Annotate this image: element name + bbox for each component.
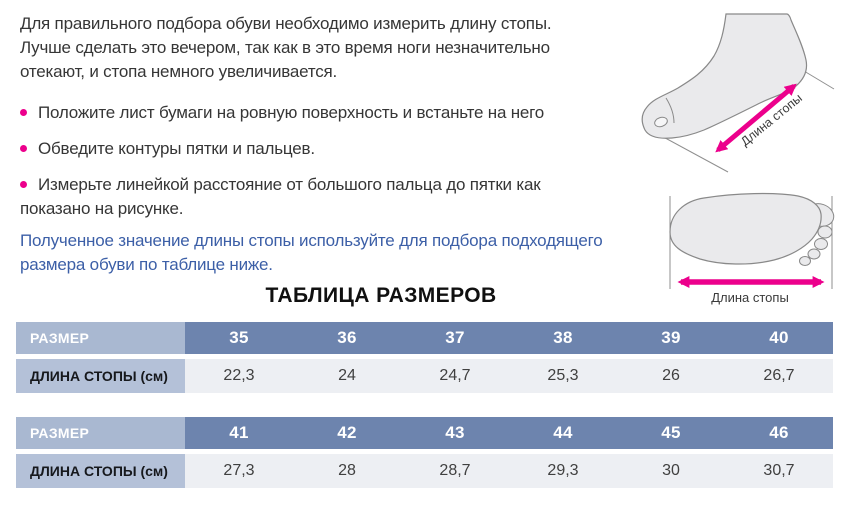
- size-table-41-46: РАЗМЕР 41 42 43 44 45 46 ДЛИНА СТОПЫ (см…: [16, 417, 833, 488]
- instruction-item-3: Измерьте линейкой расстояние от большого…: [20, 173, 632, 221]
- length-cell: 28: [293, 454, 401, 488]
- note-line: Полученное значение длины стопы использу…: [20, 231, 603, 250]
- length-cell: 24: [293, 359, 401, 393]
- foot-sole-illustration: Длина стопы: [640, 182, 851, 307]
- big-toe-cleft: [665, 97, 675, 124]
- length-row-header: ДЛИНА СТОПЫ (см): [16, 454, 185, 488]
- size-cell: 40: [725, 322, 833, 354]
- intro-paragraph: Для правильного подбора обуви необходимо…: [20, 12, 632, 84]
- foot-side-illustration: Длина стопы: [628, 2, 850, 174]
- length-arrow: [715, 83, 797, 153]
- size-cell: 42: [293, 417, 401, 449]
- length-cell: 30: [617, 454, 725, 488]
- size-cell: 35: [185, 322, 293, 354]
- toe: [799, 256, 811, 266]
- length-cell: 24,7: [401, 359, 509, 393]
- length-cell: 29,3: [509, 454, 617, 488]
- toe: [814, 238, 828, 250]
- length-cell: 28,7: [401, 454, 509, 488]
- size-table-title: ТАБЛИЦА РАЗМЕРОВ: [265, 284, 497, 307]
- foot-outline: [641, 13, 808, 139]
- instruction-text: Обведите контуры пятки и пальцев.: [38, 139, 315, 158]
- instruction-item-1: Положите лист бумаги на ровную поверхнос…: [20, 101, 632, 125]
- length-cell: 30,7: [725, 454, 833, 488]
- toenail: [654, 116, 668, 128]
- intro-line: Лучше сделать это вечером, так как в это…: [20, 38, 550, 57]
- size-cell: 37: [401, 322, 509, 354]
- length-cell: 27,3: [185, 454, 293, 488]
- instruction-item-2: Обведите контуры пятки и пальцев.: [20, 137, 632, 161]
- length-cell: 26: [617, 359, 725, 393]
- length-arrow-label: Длина стопы: [711, 290, 789, 305]
- size-cell: 43: [401, 417, 509, 449]
- bullet-icon: [20, 109, 27, 116]
- bullet-icon: [20, 145, 27, 152]
- bullet-icon: [20, 181, 27, 188]
- instructions-column: Для правильного подбора обуви необходимо…: [20, 12, 632, 277]
- size-cell: 39: [617, 322, 725, 354]
- foot-side-image: Длина стопы: [641, 13, 835, 173]
- note-paragraph: Полученное значение длины стопы использу…: [20, 229, 632, 277]
- sole-outline: [669, 192, 822, 265]
- size-cell: 38: [509, 322, 617, 354]
- length-cell: 22,3: [185, 359, 293, 393]
- size-cell: 44: [509, 417, 617, 449]
- length-cell: 25,3: [509, 359, 617, 393]
- toe: [807, 248, 821, 260]
- instruction-text: Измерьте линейкой расстояние от большого…: [38, 175, 541, 194]
- size-cell: 45: [617, 417, 725, 449]
- size-cell: 36: [293, 322, 401, 354]
- toe: [817, 225, 833, 239]
- foot-sole-image: Длина стопы: [669, 192, 835, 305]
- size-row-header: РАЗМЕР: [16, 322, 185, 354]
- size-cell: 46: [725, 417, 833, 449]
- intro-line: отекают, и стопа немного увеличивается.: [20, 62, 338, 81]
- instruction-text-wrap: показано на рисунке.: [20, 199, 184, 218]
- size-table-35-40: РАЗМЕР 35 36 37 38 39 40 ДЛИНА СТОПЫ (см…: [16, 322, 833, 393]
- length-cell: 26,7: [725, 359, 833, 393]
- length-row-header: ДЛИНА СТОПЫ (см): [16, 359, 185, 393]
- size-cell: 41: [185, 417, 293, 449]
- note-line: размера обуви по таблице ниже.: [20, 255, 273, 274]
- instruction-text: Положите лист бумаги на ровную поверхнос…: [38, 103, 545, 122]
- intro-line: Для правильного подбора обуви необходимо…: [20, 14, 552, 33]
- size-row-header: РАЗМЕР: [16, 417, 185, 449]
